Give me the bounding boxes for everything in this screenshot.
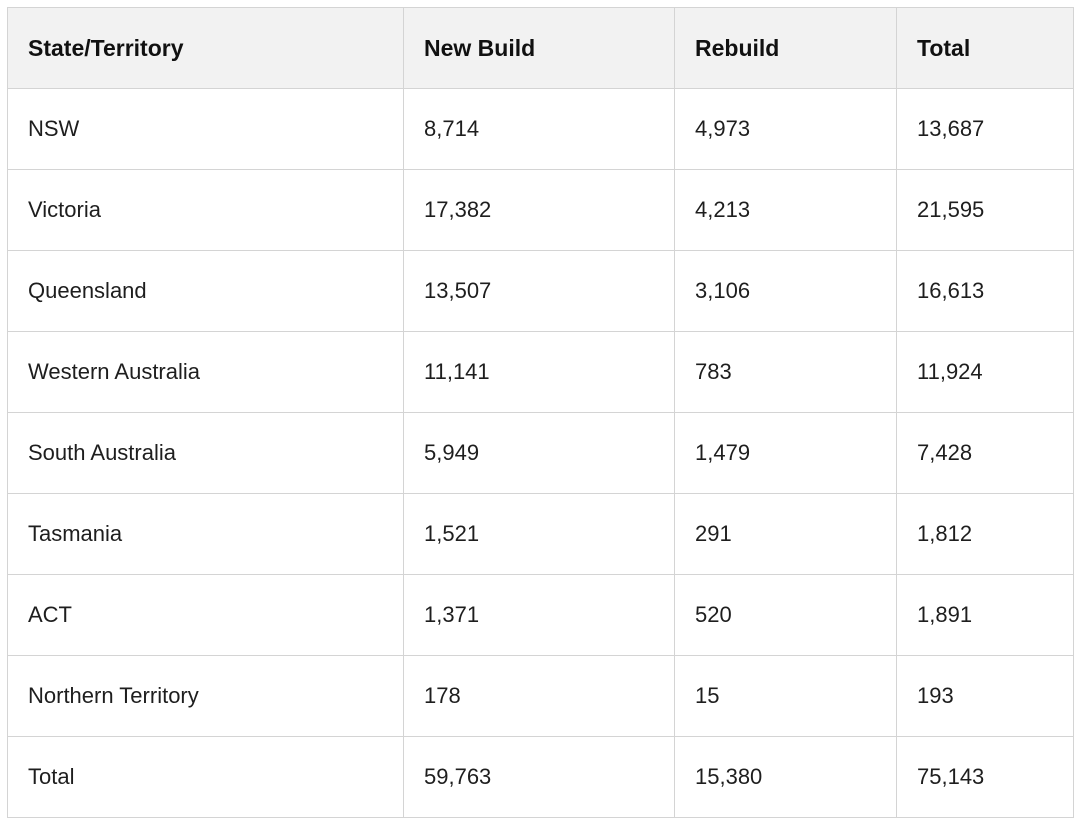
cell-state: Victoria	[7, 169, 404, 251]
table-row: ACT 1,371 520 1,891	[7, 574, 1074, 656]
table-body: NSW 8,714 4,973 13,687 Victoria 17,382 4…	[7, 88, 1074, 818]
cell-state: Tasmania	[7, 493, 404, 575]
cell-total: 75,143	[896, 736, 1074, 818]
header-new-build: New Build	[403, 7, 675, 89]
cell-new-build: 59,763	[403, 736, 675, 818]
cell-new-build: 178	[403, 655, 675, 737]
table-header: State/Territory New Build Rebuild Total	[7, 7, 1074, 89]
header-state-territory: State/Territory	[7, 7, 404, 89]
table-row: Queensland 13,507 3,106 16,613	[7, 250, 1074, 332]
cell-total: 11,924	[896, 331, 1074, 413]
cell-state: Total	[7, 736, 404, 818]
header-row: State/Territory New Build Rebuild Total	[7, 7, 1074, 89]
cell-state: Queensland	[7, 250, 404, 332]
cell-new-build: 11,141	[403, 331, 675, 413]
table-row: NSW 8,714 4,973 13,687	[7, 88, 1074, 170]
cell-new-build: 1,521	[403, 493, 675, 575]
cell-rebuild: 15,380	[674, 736, 897, 818]
cell-rebuild: 520	[674, 574, 897, 656]
data-table-container: State/Territory New Build Rebuild Total …	[7, 7, 1074, 818]
table-row: Western Australia 11,141 783 11,924	[7, 331, 1074, 413]
cell-state: NSW	[7, 88, 404, 170]
cell-rebuild: 1,479	[674, 412, 897, 494]
housing-table: State/Territory New Build Rebuild Total …	[7, 7, 1074, 818]
cell-total: 13,687	[896, 88, 1074, 170]
cell-new-build: 17,382	[403, 169, 675, 251]
cell-new-build: 8,714	[403, 88, 675, 170]
cell-total: 21,595	[896, 169, 1074, 251]
cell-new-build: 13,507	[403, 250, 675, 332]
cell-rebuild: 4,213	[674, 169, 897, 251]
table-row: South Australia 5,949 1,479 7,428	[7, 412, 1074, 494]
header-total: Total	[896, 7, 1074, 89]
cell-state: South Australia	[7, 412, 404, 494]
cell-total: 1,891	[896, 574, 1074, 656]
cell-state: ACT	[7, 574, 404, 656]
cell-new-build: 5,949	[403, 412, 675, 494]
cell-rebuild: 783	[674, 331, 897, 413]
cell-new-build: 1,371	[403, 574, 675, 656]
cell-rebuild: 15	[674, 655, 897, 737]
header-rebuild: Rebuild	[674, 7, 897, 89]
table-row-total: Total 59,763 15,380 75,143	[7, 736, 1074, 818]
table-row: Northern Territory 178 15 193	[7, 655, 1074, 737]
cell-total: 16,613	[896, 250, 1074, 332]
cell-total: 1,812	[896, 493, 1074, 575]
cell-rebuild: 4,973	[674, 88, 897, 170]
cell-state: Northern Territory	[7, 655, 404, 737]
cell-state: Western Australia	[7, 331, 404, 413]
table-row: Victoria 17,382 4,213 21,595	[7, 169, 1074, 251]
cell-rebuild: 3,106	[674, 250, 897, 332]
cell-rebuild: 291	[674, 493, 897, 575]
cell-total: 7,428	[896, 412, 1074, 494]
table-row: Tasmania 1,521 291 1,812	[7, 493, 1074, 575]
cell-total: 193	[896, 655, 1074, 737]
